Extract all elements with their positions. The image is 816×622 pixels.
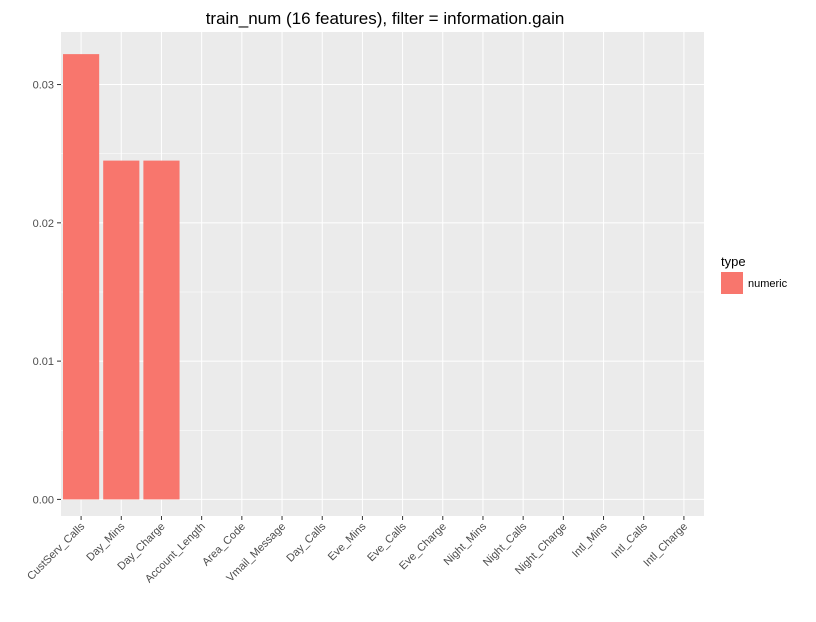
y-tick-label: 0.01 <box>33 356 54 368</box>
x-tick-label: CustServ_Calls <box>25 520 87 582</box>
x-tick-label: Day_Calls <box>284 520 328 564</box>
legend: type numeric <box>721 254 788 294</box>
bar <box>103 160 140 500</box>
bars <box>63 54 180 500</box>
legend-title: type <box>721 254 746 269</box>
chart-title: train_num (16 features), filter = inform… <box>206 9 565 28</box>
y-tick-label: 0.03 <box>33 80 54 92</box>
legend-label-numeric: numeric <box>748 278 788 290</box>
x-tick-label: Eve_Mins <box>326 520 369 563</box>
legend-key-numeric <box>721 272 743 294</box>
bar <box>63 54 100 500</box>
y-tick-label: 0.02 <box>33 218 54 230</box>
x-tick-label: Intl_Calls <box>609 520 650 561</box>
x-axis: CustServ_CallsDay_MinsDay_ChargeAccount_… <box>25 516 690 585</box>
y-axis: 0.00 0.01 0.02 0.03 <box>33 80 61 506</box>
x-tick-label: Intl_Mins <box>570 520 610 560</box>
bar <box>143 160 180 500</box>
y-tick-label: 0.00 <box>33 494 54 506</box>
